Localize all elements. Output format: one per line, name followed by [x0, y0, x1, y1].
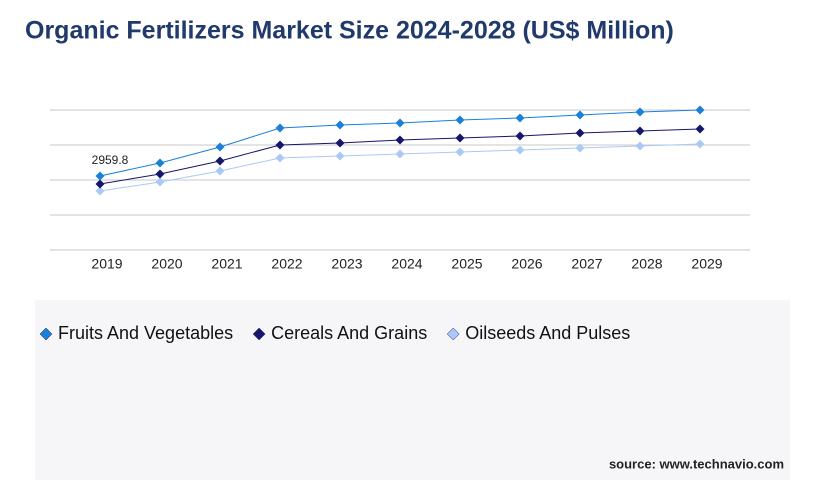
legend-label: Cereals And Grains: [271, 323, 427, 343]
point: [335, 120, 345, 130]
x-tick-label: 2028: [631, 256, 662, 272]
point: [455, 147, 465, 157]
x-tick-label: 2021: [211, 256, 242, 272]
point: [215, 142, 225, 152]
legend-marker: [252, 327, 266, 341]
x-tick-label: 2024: [391, 256, 422, 272]
point: [95, 179, 105, 189]
point: [635, 141, 645, 151]
point: [455, 115, 465, 125]
point: [695, 124, 705, 134]
x-tick-label: 2019: [91, 256, 122, 272]
point: [695, 105, 705, 115]
x-tick-label: 2027: [571, 256, 602, 272]
point: [335, 151, 345, 161]
x-tick-label: 2026: [511, 256, 542, 272]
point: [95, 186, 105, 196]
point: [155, 177, 165, 187]
point: [515, 131, 525, 141]
x-tick-label: 2025: [451, 256, 482, 272]
point: [275, 123, 285, 133]
point: [275, 140, 285, 150]
legend-label: Oilseeds And Pulses: [465, 323, 630, 343]
source: source: www.technavio.com: [609, 456, 784, 471]
data-label: 2959.8: [92, 153, 129, 167]
point: [515, 113, 525, 123]
legend-marker: [39, 327, 53, 341]
x-tick-label: 2029: [691, 256, 722, 272]
point: [335, 138, 345, 148]
chart-title: Organic Fertilizers Market Size 2024-202…: [25, 17, 674, 45]
point: [275, 153, 285, 163]
point: [395, 149, 405, 159]
point: [395, 135, 405, 145]
point: [395, 118, 405, 128]
point: [455, 133, 465, 143]
legend-panel: [35, 300, 790, 480]
legend-marker: [446, 327, 460, 341]
legend-label: Fruits And Vegetables: [58, 323, 233, 343]
point: [635, 107, 645, 117]
point: [95, 171, 105, 181]
point: [575, 143, 585, 153]
x-tick-label: 2023: [331, 256, 362, 272]
point: [695, 139, 705, 149]
point: [215, 166, 225, 176]
point: [575, 128, 585, 138]
point: [155, 158, 165, 168]
point: [215, 156, 225, 166]
point: [515, 145, 525, 155]
point: [575, 110, 585, 120]
point: [155, 169, 165, 179]
x-tick-label: 2020: [151, 256, 182, 272]
point: [635, 126, 645, 136]
x-tick-label: 2022: [271, 256, 302, 272]
